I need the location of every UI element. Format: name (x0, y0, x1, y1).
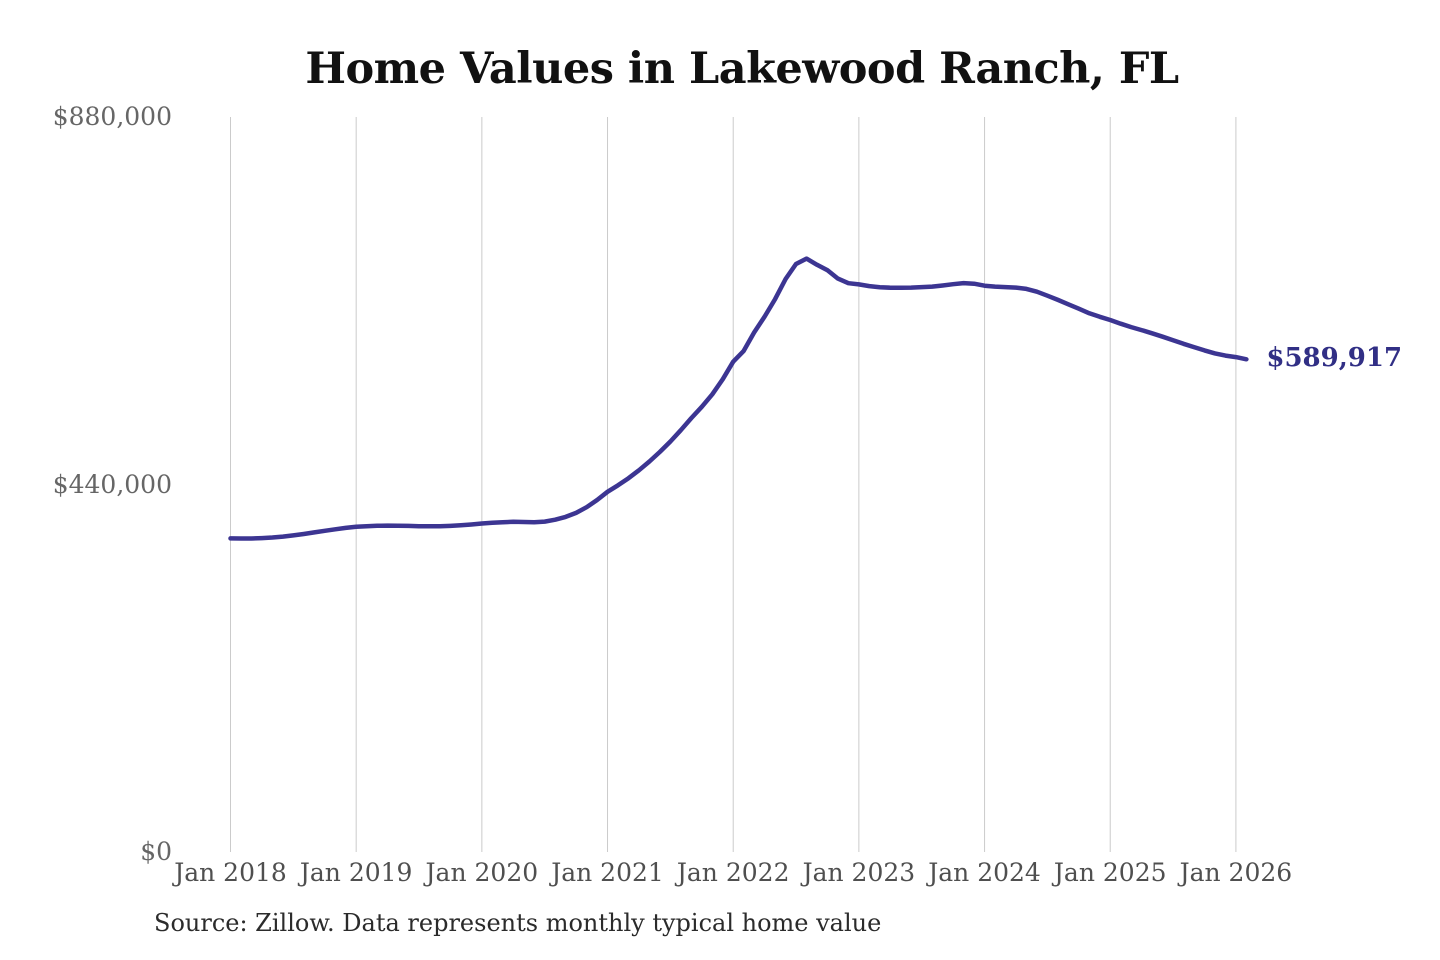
gridlines-group (230, 117, 1237, 852)
x-tick-label: Jan 2021 (551, 858, 664, 887)
source-note: Source: Zillow. Data represents monthly … (154, 909, 882, 937)
x-tick-label: Jan 2020 (425, 858, 539, 887)
y-tick-label: $880,000 (52, 102, 172, 131)
x-tick-label: Jan 2025 (1053, 858, 1167, 887)
x-tick-label: Jan 2019 (299, 858, 413, 887)
chart-title: Home Values in Lakewood Ranch, FL (305, 44, 1179, 94)
x-tick-label: Jan 2024 (928, 858, 1041, 887)
y-tick-label: $0 (140, 837, 172, 866)
home-value-line (228, 256, 1249, 541)
end-value-label: $589,917 (1266, 343, 1403, 374)
x-tick-label: Jan 2018 (174, 858, 287, 887)
x-tick-label: Jan 2026 (1179, 858, 1293, 887)
x-tick-label: Jan 2022 (676, 858, 790, 887)
y-tick-label: $440,000 (52, 469, 172, 499)
x-tick-label: Jan 2023 (802, 858, 916, 887)
